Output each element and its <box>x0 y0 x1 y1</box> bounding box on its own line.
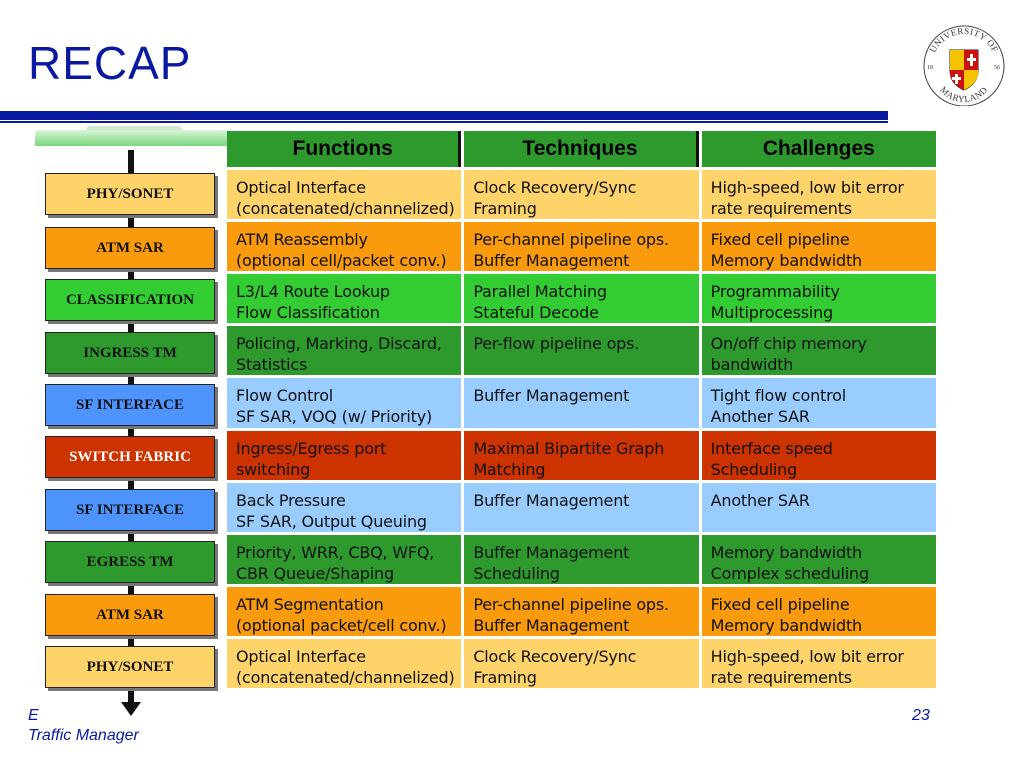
table-cell: Fixed cell pipeline Memory bandwidth <box>701 587 936 636</box>
table-cell: ATM Reassembly (optional cell/packet con… <box>227 222 462 271</box>
table-cell: Policing, Marking, Discard, Statistics <box>227 326 462 375</box>
table-cell: Interface speed Scheduling <box>701 431 936 480</box>
pipeline-header-strip <box>35 130 230 146</box>
table-cell: Per-channel pipeline ops. Buffer Managem… <box>464 587 699 636</box>
table-cell: L3/L4 Route Lookup Flow Classification <box>227 274 462 323</box>
stage-box: PHY/SONET <box>45 173 215 215</box>
footer-line-2: Traffic Manager <box>28 727 139 744</box>
university-seal-logo: UNIVERSITY OF MARYLAND 18 56 <box>923 25 1005 106</box>
table-cell: ATM Segmentation (optional packet/cell c… <box>227 587 462 636</box>
stage-box: SF INTERFACE <box>45 489 215 531</box>
table-cell: Per-flow pipeline ops. <box>464 326 699 375</box>
table-cell: Clock Recovery/Sync Framing <box>464 639 699 688</box>
recap-table: Functions Techniques Challenges Optical … <box>224 128 939 691</box>
table-cell: On/off chip memory bandwidth <box>701 326 936 375</box>
table-row: Optical Interface (concatenated/channeli… <box>227 170 936 219</box>
table-row: Priority, WRR, CBQ, WFQ, CBR Queue/Shapi… <box>227 535 936 584</box>
table-header-row: Functions Techniques Challenges <box>227 131 936 167</box>
table-row: Ingress/Egress port switching Maximal Bip… <box>227 431 936 480</box>
table-row: Policing, Marking, Discard, Statistics Pe… <box>227 326 936 375</box>
page-number: 23 <box>912 707 930 721</box>
title-underline <box>0 111 888 120</box>
stage-box: SF INTERFACE <box>45 384 215 426</box>
table-cell: Another SAR <box>701 483 936 532</box>
pipeline-flow-line <box>128 150 134 706</box>
stage-box: ATM SAR <box>45 594 215 636</box>
down-arrow-icon <box>121 702 141 716</box>
stage-box: PHY/SONET <box>45 646 215 688</box>
stage-box: CLASSIFICATION <box>45 279 215 321</box>
footer-line-1: E <box>28 707 39 721</box>
table-cell: Maximal Bipartite Graph Matching <box>464 431 699 480</box>
stage-box: INGRESS TM <box>45 332 215 374</box>
table-row: ATM Reassembly (optional cell/packet con… <box>227 222 936 271</box>
table-cell: Optical Interface (concatenated/channeli… <box>227 639 462 688</box>
stage-box: ATM SAR <box>45 227 215 269</box>
slide-title: RECAP <box>28 37 192 89</box>
table-cell: Buffer Management <box>464 483 699 532</box>
title-underline-thin <box>0 121 888 123</box>
stage-box: SWITCH FABRIC <box>45 436 215 478</box>
table-cell: Ingress/Egress port switching <box>227 431 462 480</box>
table-row: L3/L4 Route Lookup Flow Classification Pa… <box>227 274 936 323</box>
table-cell: High-speed, low bit error rate requireme… <box>701 639 936 688</box>
table-row: Back Pressure SF SAR, Output Queuing Buff… <box>227 483 936 532</box>
table-cell: Buffer Management <box>464 378 699 428</box>
header-functions: Functions <box>227 131 462 167</box>
table-cell: Programmability Multiprocessing <box>701 274 936 323</box>
table-row: Optical Interface (concatenated/channeli… <box>227 639 936 688</box>
table-cell: High-speed, low bit error rate requireme… <box>701 170 936 219</box>
table-cell: Fixed cell pipeline Memory bandwidth <box>701 222 936 271</box>
table-cell: Priority, WRR, CBQ, WFQ, CBR Queue/Shapi… <box>227 535 462 584</box>
table-cell: Back Pressure SF SAR, Output Queuing <box>227 483 462 532</box>
table-cell: Per-channel pipeline ops. Buffer Managem… <box>464 222 699 271</box>
logo-year-left: 18 <box>927 65 933 71</box>
table-cell: Buffer Management Scheduling <box>464 535 699 584</box>
header-techniques: Techniques <box>464 131 699 167</box>
table-cell: Flow Control SF SAR, VOQ (w/ Priority) <box>227 378 462 428</box>
table-cell: Memory bandwidth Complex scheduling <box>701 535 936 584</box>
table-row: Flow Control SF SAR, VOQ (w/ Priority) Bu… <box>227 378 936 428</box>
table-body: Optical Interface (concatenated/channeli… <box>227 170 936 688</box>
table-cell: Parallel Matching Stateful Decode <box>464 274 699 323</box>
table-row: ATM Segmentation (optional packet/cell c… <box>227 587 936 636</box>
table-cell: Tight flow control Another SAR <box>701 378 936 428</box>
table-cell: Optical Interface (concatenated/channeli… <box>227 170 462 219</box>
table-cell: Clock Recovery/Sync Framing <box>464 170 699 219</box>
stage-box: EGRESS TM <box>45 541 215 583</box>
logo-year-right: 56 <box>994 65 1000 71</box>
header-challenges: Challenges <box>701 131 936 167</box>
